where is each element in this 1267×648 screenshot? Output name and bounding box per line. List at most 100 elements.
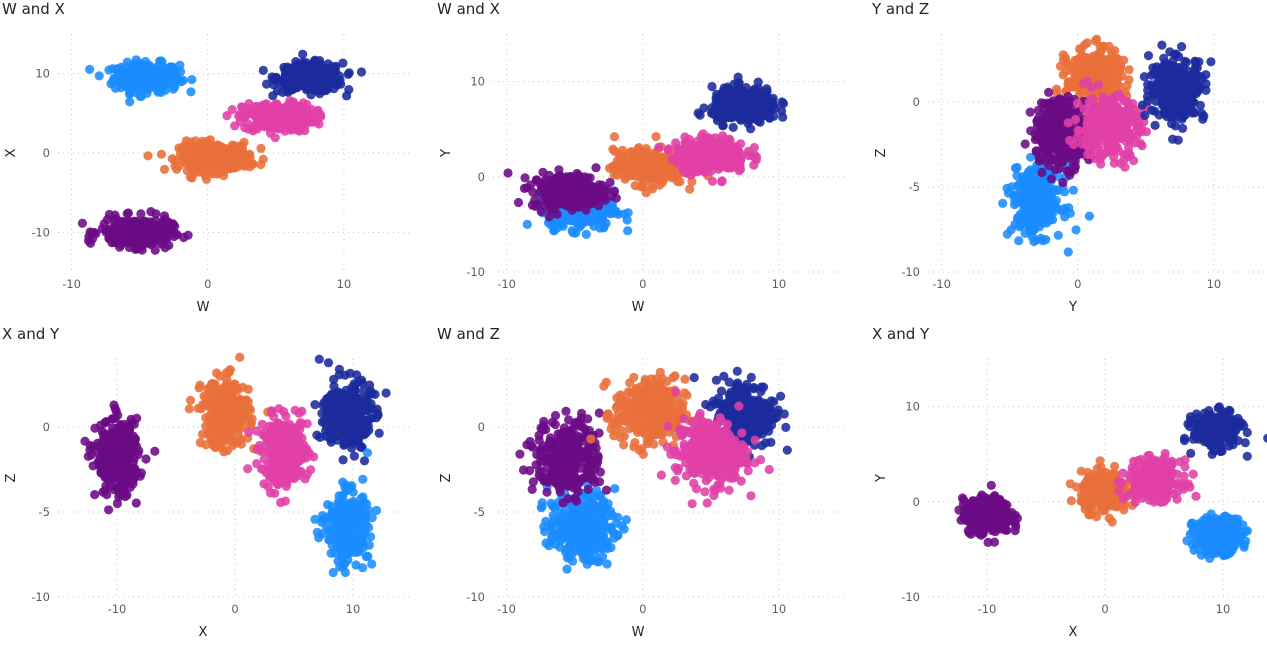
scatter-point [123, 209, 132, 218]
scatter-point [596, 217, 605, 226]
scatter-point [186, 396, 195, 405]
scatter-point [729, 123, 738, 132]
scatter-point [138, 222, 147, 231]
scatter-point [648, 152, 657, 161]
y-axis-label: Z [4, 473, 19, 482]
scatter-point [245, 162, 254, 171]
scatter-point [344, 85, 353, 94]
scatter-point [1026, 165, 1035, 174]
scatter-point [1056, 141, 1065, 150]
scatter-point [1012, 198, 1021, 207]
scatter-point [1168, 81, 1177, 90]
scatter-point [136, 92, 145, 101]
scatter-point [998, 199, 1007, 208]
scatter-point [698, 141, 707, 150]
scatter-point [315, 89, 324, 98]
scatter-point [237, 102, 246, 111]
scatter-point [1079, 79, 1088, 88]
scatter-point [1032, 216, 1041, 225]
scatter-point [734, 79, 743, 88]
scatter-point [314, 119, 323, 128]
scatter-point [125, 97, 134, 106]
scatter-point [1191, 57, 1200, 66]
scatter-point [547, 221, 556, 230]
scatter-point [658, 176, 667, 185]
scatter-point [104, 505, 113, 514]
scatter-point [1030, 129, 1039, 138]
scatter-point [1118, 122, 1127, 131]
scatter-point [520, 173, 529, 182]
scatter-point [1071, 225, 1080, 234]
scatter-point [567, 178, 576, 187]
scatter-point [1123, 133, 1132, 142]
scatter-point [568, 206, 577, 215]
scatter-point [1103, 130, 1112, 139]
scatter-point [259, 155, 268, 164]
scatter-point [612, 208, 621, 217]
scatter-point [1197, 109, 1206, 118]
scatter-point [344, 70, 353, 79]
scatter-point [1040, 156, 1049, 165]
scatter-point [1170, 50, 1179, 59]
scatter-point [338, 59, 347, 68]
scatter-point [1151, 121, 1160, 130]
y-tick-label: 0 [478, 170, 485, 184]
scatter-point [118, 74, 127, 83]
scatter-point [104, 65, 113, 74]
x-tick-label: 10 [772, 277, 787, 291]
x-tick-label: -10 [932, 277, 951, 291]
scatter-point [284, 110, 293, 119]
scatter-point [129, 76, 138, 85]
scatter-point [587, 188, 596, 197]
scatter-point [259, 102, 268, 111]
scatter-point [124, 428, 133, 437]
scatter-point [1019, 175, 1028, 184]
scatter-point [1120, 163, 1129, 172]
scatter-point [1150, 68, 1159, 77]
scatter-point [223, 145, 232, 154]
scatter-point [1088, 94, 1097, 103]
scatter-point [1038, 186, 1047, 195]
scatter-point [1038, 131, 1047, 140]
scatter-point [580, 172, 589, 181]
scatter-point [1119, 56, 1128, 65]
scatter-point [1054, 231, 1063, 240]
scatter-point [1201, 70, 1210, 79]
x-tick-label: -10 [497, 277, 516, 291]
scatter-point [754, 78, 763, 87]
scatter-point [168, 154, 177, 163]
scatter-point [1026, 108, 1035, 117]
y-axis-label: Y [439, 149, 454, 158]
scatter-point [1070, 165, 1079, 174]
scatter-point [1026, 188, 1035, 197]
scatter-point [744, 105, 753, 114]
scatter-point [559, 219, 568, 228]
scatter-point [274, 124, 283, 133]
scatter-point [160, 165, 169, 174]
scatter-series [80, 400, 159, 514]
scatter-point [191, 159, 200, 168]
scatter-point [749, 152, 758, 161]
x-tick-label: 0 [204, 277, 211, 291]
scatter-point [542, 177, 551, 186]
scatter-point [654, 143, 663, 152]
x-axis-label: X [199, 625, 208, 640]
scatter-point [1178, 83, 1187, 92]
scatter-point [1089, 139, 1098, 148]
scatter-point [1149, 89, 1158, 98]
x-tick-label: 10 [337, 277, 352, 291]
scatter-point [1206, 57, 1215, 66]
scatter-point [101, 463, 110, 472]
scatter-point [1092, 35, 1101, 44]
scatter-point [1098, 92, 1107, 101]
scatter-point [553, 173, 562, 182]
scatter-point [115, 436, 124, 445]
scatter-point [113, 411, 122, 420]
scatter-point [1143, 97, 1152, 106]
y-tick-label: 0 [43, 420, 50, 434]
scatter-point [296, 67, 305, 76]
scatter-point [600, 186, 609, 195]
